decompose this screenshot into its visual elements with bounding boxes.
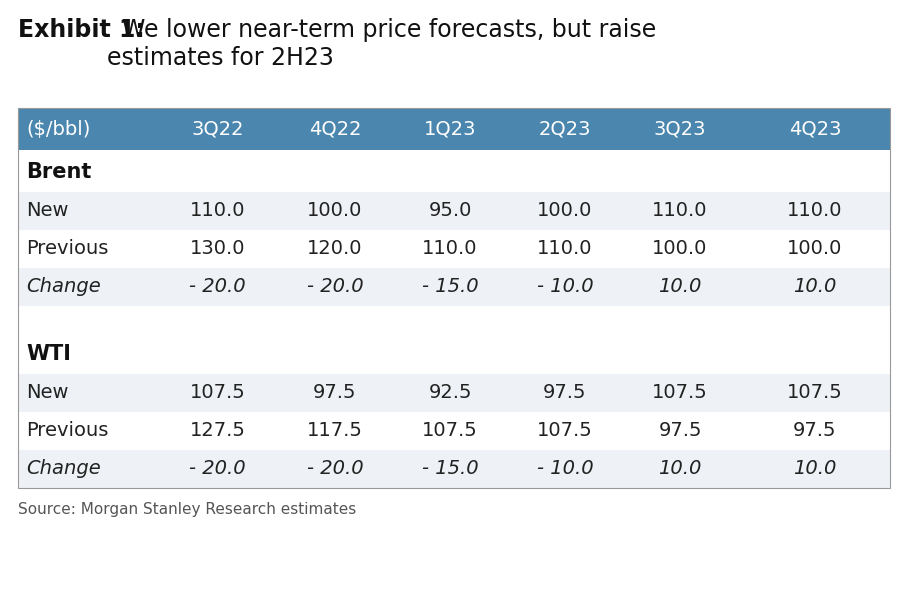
Text: - 20.0: - 20.0 [307, 278, 364, 296]
Text: - 15.0: - 15.0 [421, 278, 478, 296]
Text: New: New [26, 383, 69, 402]
Text: 117.5: 117.5 [307, 421, 363, 440]
Bar [18, 192, 890, 230]
Text: Previous: Previous [26, 240, 108, 259]
Text: 110.0: 110.0 [788, 201, 843, 221]
Text: Previous: Previous [26, 421, 108, 440]
Text: WTI: WTI [26, 344, 71, 364]
Bar [18, 108, 890, 150]
Text: 110.0: 110.0 [422, 240, 477, 259]
Text: 120.0: 120.0 [308, 240, 363, 259]
Text: Change: Change [26, 278, 101, 296]
Text: 2Q23: 2Q23 [539, 120, 591, 138]
Text: 107.5: 107.5 [537, 421, 593, 440]
Text: 97.5: 97.5 [543, 383, 587, 402]
Bar [18, 152, 890, 192]
Text: 3Q23: 3Q23 [654, 120, 706, 138]
Text: 4Q23: 4Q23 [789, 120, 841, 138]
Bar [18, 108, 890, 488]
Bar [18, 268, 890, 306]
Text: 107.5: 107.5 [190, 383, 245, 402]
Text: 4Q22: 4Q22 [308, 120, 362, 138]
Text: 110.0: 110.0 [653, 201, 708, 221]
Text: - 10.0: - 10.0 [537, 278, 593, 296]
Text: 3Q22: 3Q22 [191, 120, 244, 138]
Text: 100.0: 100.0 [308, 201, 363, 221]
Text: 1Q23: 1Q23 [424, 120, 476, 138]
Text: 97.5: 97.5 [793, 421, 836, 440]
Text: ($/bbl): ($/bbl) [26, 120, 90, 138]
Text: 100.0: 100.0 [653, 240, 708, 259]
Text: Change: Change [26, 460, 101, 479]
Text: 110.0: 110.0 [190, 201, 245, 221]
Text: 107.5: 107.5 [652, 383, 708, 402]
Text: 97.5: 97.5 [658, 421, 701, 440]
Text: Source: Morgan Stanley Research estimates: Source: Morgan Stanley Research estimate… [18, 502, 356, 517]
Text: 107.5: 107.5 [787, 383, 843, 402]
Text: - 20.0: - 20.0 [189, 278, 246, 296]
Bar [18, 230, 890, 268]
Text: New: New [26, 201, 69, 221]
Text: 92.5: 92.5 [429, 383, 472, 402]
Text: - 10.0: - 10.0 [537, 460, 593, 479]
Text: 10.0: 10.0 [793, 460, 836, 479]
Text: 110.0: 110.0 [537, 240, 593, 259]
Text: 97.5: 97.5 [313, 383, 357, 402]
Text: 100.0: 100.0 [537, 201, 593, 221]
Text: 95.0: 95.0 [429, 201, 472, 221]
Text: Brent: Brent [26, 162, 92, 182]
Text: 10.0: 10.0 [658, 278, 701, 296]
Bar [18, 450, 890, 488]
Text: 100.0: 100.0 [788, 240, 843, 259]
Text: - 20.0: - 20.0 [189, 460, 246, 479]
Text: 107.5: 107.5 [422, 421, 478, 440]
Text: 10.0: 10.0 [793, 278, 836, 296]
Text: Exhibit 1:: Exhibit 1: [18, 18, 145, 42]
Bar [18, 334, 890, 374]
Text: We lower near-term price forecasts, but raise
estimates for 2H23: We lower near-term price forecasts, but … [107, 18, 656, 70]
Text: - 15.0: - 15.0 [421, 460, 478, 479]
Text: 130.0: 130.0 [190, 240, 245, 259]
Bar [18, 374, 890, 412]
Text: - 20.0: - 20.0 [307, 460, 364, 479]
Text: 127.5: 127.5 [189, 421, 245, 440]
Text: 10.0: 10.0 [658, 460, 701, 479]
Bar [18, 412, 890, 450]
